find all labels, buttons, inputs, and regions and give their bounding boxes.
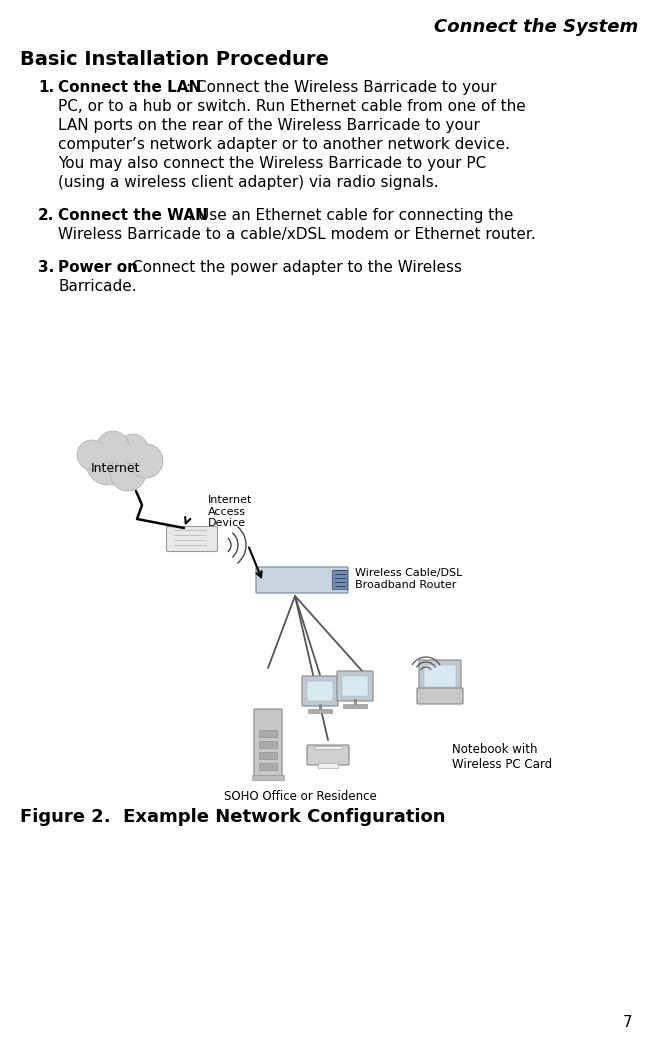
Bar [307,681,333,701]
Text: 7: 7 [622,1015,632,1030]
Text: Connect the System: Connect the System [434,18,638,36]
Text: Wireless Barricade to a cable/xDSL modem or Ethernet router.: Wireless Barricade to a cable/xDSL modem… [58,227,535,242]
Text: 3.: 3. [38,260,54,275]
Circle shape [86,441,130,485]
Text: Notebook with
Wireless PC Card: Notebook with Wireless PC Card [452,743,552,771]
Circle shape [118,434,148,464]
Bar [424,665,456,687]
FancyBboxPatch shape [302,676,338,706]
FancyBboxPatch shape [332,570,347,590]
Bar [259,752,277,759]
Text: 2.: 2. [38,208,54,223]
Text: Internet
Access
Device: Internet Access Device [208,495,252,528]
Bar [252,775,284,780]
FancyBboxPatch shape [307,745,349,765]
Bar [92,445,148,461]
Circle shape [97,431,129,463]
Text: Basic Installation Procedure: Basic Installation Procedure [20,50,329,69]
Text: PC, or to a hub or switch. Run Ethernet cable from one of the: PC, or to a hub or switch. Run Ethernet … [58,99,526,114]
Circle shape [77,440,107,470]
Bar [318,763,338,768]
FancyBboxPatch shape [419,660,461,692]
Text: Connect the WAN: Connect the WAN [58,208,208,223]
Text: SOHO Office or Residence: SOHO Office or Residence [223,790,376,803]
Bar [259,741,277,748]
FancyBboxPatch shape [254,709,282,779]
FancyBboxPatch shape [167,526,217,551]
Text: computer’s network adapter or to another network device.: computer’s network adapter or to another… [58,137,510,152]
FancyBboxPatch shape [337,670,373,701]
FancyBboxPatch shape [256,567,348,593]
Text: Barricade.: Barricade. [58,279,136,294]
Text: Connect the LAN: Connect the LAN [58,79,201,95]
Bar [343,704,367,708]
Text: LAN ports on the rear of the Wireless Barricade to your: LAN ports on the rear of the Wireless Ba… [58,118,480,133]
FancyBboxPatch shape [417,688,463,704]
Bar [259,730,277,737]
Text: Internet: Internet [91,462,141,476]
Text: : Use an Ethernet cable for connecting the: : Use an Ethernet cable for connecting t… [188,208,513,223]
Text: Power on: Power on [58,260,138,275]
Bar [259,763,277,770]
Text: : Connect the power adapter to the Wireless: : Connect the power adapter to the Wirel… [122,260,462,275]
Text: (using a wireless client adapter) via radio signals.: (using a wireless client adapter) via ra… [58,175,439,190]
Text: You may also connect the Wireless Barricade to your PC: You may also connect the Wireless Barric… [58,156,486,170]
Text: Wireless Cable/DSL
Broadband Router: Wireless Cable/DSL Broadband Router [355,568,462,590]
Text: Figure 2.  Example Network Configuration: Figure 2. Example Network Configuration [20,808,445,826]
Text: 1.: 1. [38,79,54,95]
Bar [314,746,342,749]
Bar [342,676,368,696]
Text: : Connect the Wireless Barricade to your: : Connect the Wireless Barricade to your [186,79,496,95]
Circle shape [110,455,146,491]
Bar [308,709,332,713]
Circle shape [129,444,163,478]
